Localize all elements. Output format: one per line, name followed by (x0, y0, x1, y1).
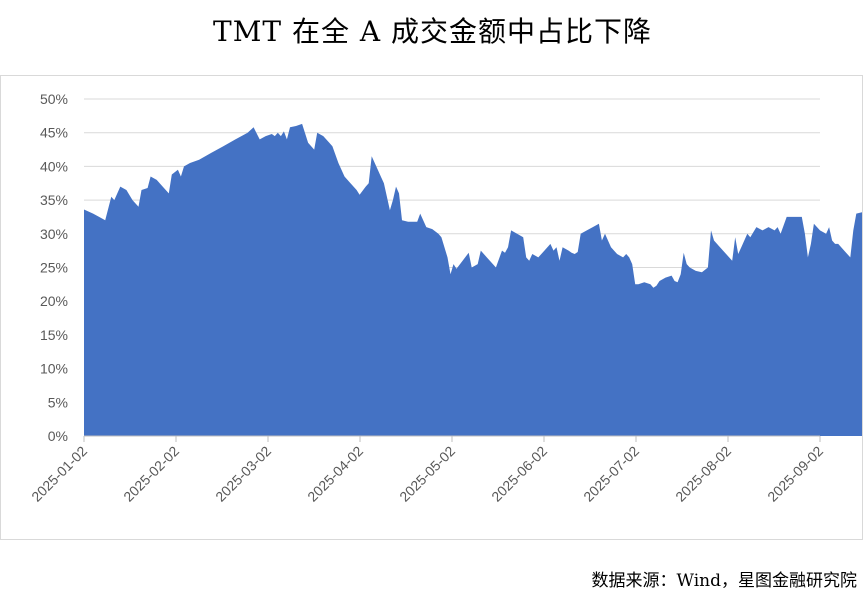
x-tick-label: 2025-06-02 (488, 443, 550, 505)
source-note: 数据来源：Wind，星图金融研究院 (591, 571, 857, 591)
y-tick-label: 20% (40, 293, 68, 309)
x-tick-label: 2025-07-02 (580, 443, 642, 505)
x-tick-label: 2025-05-02 (396, 443, 458, 505)
y-tick-label: 25% (40, 260, 68, 276)
x-tick-label: 2025-08-02 (672, 443, 734, 505)
chart-frame: 0% 5% 10% 15% 20% 25% 30% 35% 40% 45% 50% 2025-01-0… (0, 75, 865, 540)
area-series (84, 123, 865, 436)
y-tick-label: 10% (40, 361, 68, 377)
x-tick-label: 2025-09-02 (764, 443, 826, 505)
x-tick-label: 2025-02-02 (120, 443, 182, 505)
y-tick-label: 5% (48, 394, 68, 410)
y-tick-label: 50% (40, 91, 68, 107)
x-tick-label: 2025-04-02 (304, 443, 366, 505)
chart-title: TMT 在全 A 成交金额中占比下降 (213, 15, 652, 48)
y-tick-label: 30% (40, 226, 68, 242)
y-tick-label: 40% (40, 158, 68, 174)
y-tick-label: 15% (40, 327, 68, 343)
y-tick-label: 35% (40, 192, 68, 208)
y-tick-label: 45% (40, 125, 68, 141)
x-tick-label: 2025-03-02 (212, 443, 274, 505)
y-tick-label: 0% (48, 428, 68, 444)
area-chart: 0% 5% 10% 15% 20% 25% 30% 35% 40% 45% 50% 2025-01-0… (28, 91, 865, 505)
x-tick-label: 2025-01-02 (28, 443, 90, 505)
